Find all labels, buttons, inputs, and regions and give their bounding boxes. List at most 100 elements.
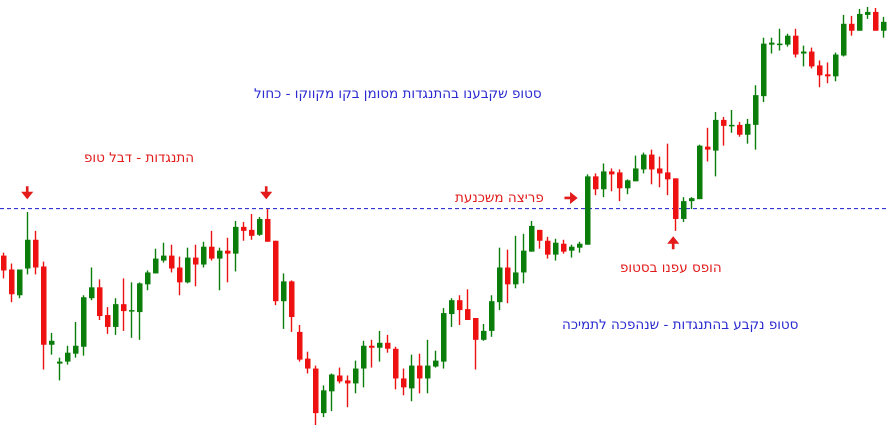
bullish-candle bbox=[777, 28, 783, 51]
stopped-out-label: הופס עפנו בסטופ bbox=[620, 260, 722, 276]
bearish-candle bbox=[369, 339, 375, 368]
bullish-candle bbox=[353, 360, 359, 394]
candle-body bbox=[809, 51, 815, 67]
candle-body bbox=[25, 239, 31, 269]
candle-body bbox=[393, 348, 399, 379]
candle-body bbox=[281, 281, 287, 302]
bullish-candle bbox=[161, 242, 167, 263]
bearish-candle bbox=[873, 7, 879, 31]
bearish-candle bbox=[121, 278, 127, 331]
candle-body bbox=[113, 304, 119, 327]
candle-body bbox=[521, 250, 527, 273]
candle-body bbox=[41, 266, 47, 345]
candle-body bbox=[633, 168, 639, 182]
candle-body bbox=[553, 242, 559, 255]
bearish-candle bbox=[825, 62, 831, 84]
bearish-candle bbox=[401, 368, 407, 396]
bearish-candle bbox=[337, 367, 343, 384]
candle-body bbox=[569, 246, 575, 251]
candle-body bbox=[881, 21, 887, 31]
bullish-candle bbox=[433, 350, 439, 368]
bearish-candle bbox=[33, 230, 39, 275]
candle-body bbox=[313, 368, 319, 414]
bullish-candle bbox=[497, 247, 503, 311]
candle-body bbox=[265, 218, 271, 242]
bearish-candle bbox=[793, 28, 799, 58]
candle-body bbox=[873, 11, 879, 31]
bullish-candle bbox=[681, 197, 687, 222]
bearish-candle bbox=[465, 289, 471, 321]
bullish-candle bbox=[745, 118, 751, 144]
candle-body bbox=[689, 198, 695, 202]
candle-body bbox=[177, 267, 183, 283]
candle-body bbox=[481, 330, 487, 340]
bullish-candle bbox=[713, 111, 719, 177]
bearish-candle bbox=[241, 221, 247, 241]
candle-body bbox=[585, 176, 591, 245]
bearish-candle bbox=[393, 346, 399, 390]
bullish-candle bbox=[553, 238, 559, 261]
candle-body bbox=[625, 180, 631, 189]
candle-body bbox=[241, 226, 247, 231]
candle-body bbox=[425, 365, 431, 379]
candle-body bbox=[201, 246, 207, 265]
candle-body bbox=[209, 246, 215, 259]
bullish-candle bbox=[601, 163, 607, 198]
candle-body bbox=[409, 365, 415, 389]
down-arrow-icon: 🠋 bbox=[21, 184, 34, 202]
candle-body bbox=[513, 272, 519, 285]
candle-body bbox=[833, 54, 839, 77]
candle-body bbox=[1, 255, 7, 271]
bearish-candle bbox=[297, 324, 303, 362]
candle-body bbox=[345, 380, 351, 384]
candle-body bbox=[385, 342, 391, 349]
candle-body bbox=[753, 95, 759, 125]
candle-body bbox=[817, 65, 823, 76]
bearish-candle bbox=[289, 280, 295, 332]
bullish-candle bbox=[801, 45, 807, 67]
bullish-candle bbox=[129, 282, 135, 338]
bullish-candle bbox=[689, 197, 695, 210]
bearish-candle bbox=[345, 375, 351, 408]
resistance-label: התנגדות - דבל טופ bbox=[84, 150, 195, 166]
bullish-candle bbox=[577, 241, 583, 253]
candle-body bbox=[793, 35, 799, 55]
candle-body bbox=[777, 43, 783, 46]
candle-body bbox=[457, 300, 463, 311]
candle-body bbox=[369, 345, 375, 348]
bullish-candle bbox=[145, 270, 151, 291]
candle-body bbox=[57, 361, 63, 364]
candle-body bbox=[433, 360, 439, 367]
bullish-candle bbox=[25, 212, 31, 275]
candle-body bbox=[225, 250, 231, 254]
candle-body bbox=[665, 172, 671, 180]
candle-body bbox=[473, 318, 479, 340]
bullish-candle bbox=[81, 295, 87, 356]
bearish-candle bbox=[593, 173, 599, 196]
candle-body bbox=[593, 176, 599, 190]
bullish-candle bbox=[425, 339, 431, 394]
bearish-candle bbox=[817, 60, 823, 88]
stop-line-label: סטופ שקבענו בהתנגדות מסומן בקו מקווקו - … bbox=[254, 86, 542, 102]
bullish-candle bbox=[625, 179, 631, 195]
bearish-candle bbox=[673, 178, 679, 231]
candle-body bbox=[361, 345, 367, 369]
bullish-candle bbox=[65, 345, 71, 365]
bearish-candle bbox=[225, 237, 231, 283]
up-arrow-icon: 🠉 bbox=[667, 234, 680, 252]
candle-body bbox=[441, 313, 447, 362]
bullish-candle bbox=[449, 298, 455, 327]
bullish-candle bbox=[217, 247, 223, 291]
candle-body bbox=[841, 23, 847, 56]
bearish-candle bbox=[249, 214, 255, 240]
bearish-candle bbox=[545, 236, 551, 259]
bearish-candle bbox=[721, 116, 727, 146]
candle-body bbox=[545, 240, 551, 255]
bullish-candle bbox=[137, 282, 143, 340]
right-arrow-icon: 🠊 bbox=[564, 189, 578, 207]
bullish-candle bbox=[641, 152, 647, 174]
candle-body bbox=[745, 123, 751, 135]
bearish-candle bbox=[617, 169, 623, 202]
candle-body bbox=[305, 358, 311, 369]
candle-body bbox=[329, 374, 335, 392]
